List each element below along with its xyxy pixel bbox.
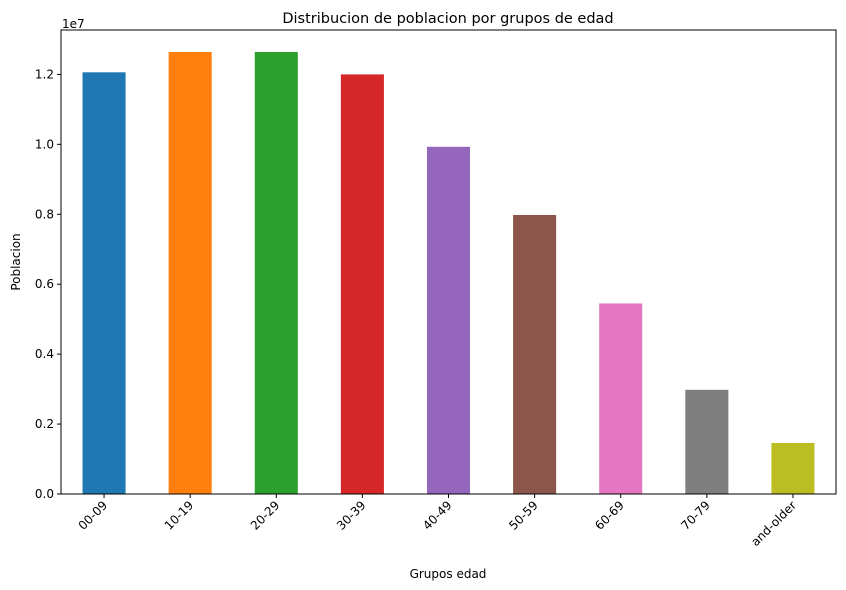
bar-00-09 xyxy=(82,72,126,495)
bars-group xyxy=(82,52,815,495)
y-tick-label: 0.4 xyxy=(35,347,54,361)
bar-10-19 xyxy=(168,52,212,495)
bar-and-older xyxy=(771,442,815,494)
y-axis-ticks: 0.0 0.2 0.4 0.6 0.8 1.0 1.2 xyxy=(35,67,61,501)
x-tick-label: 40-49 xyxy=(420,498,455,533)
y-tick-label: 0.8 xyxy=(35,207,54,221)
x-tick-label: 10-19 xyxy=(162,498,197,533)
y-tick-label: 0.2 xyxy=(35,417,54,431)
bar-60-69 xyxy=(599,303,643,494)
x-tick-label: 20-29 xyxy=(248,498,283,533)
plot-frame xyxy=(60,29,837,495)
x-tick-label: 00-09 xyxy=(76,498,111,533)
y-tick-label: 1.2 xyxy=(35,67,54,81)
x-axis-ticks: 00-09 10-19 20-29 30-39 40-49 50-59 60-69 70-79… xyxy=(76,494,799,549)
bar-70-79 xyxy=(685,389,729,494)
x-tick-label: 70-79 xyxy=(678,498,713,533)
chart-title: Distribucion de poblacion por grupos de … xyxy=(282,11,613,27)
y-tick-label: 0.0 xyxy=(35,487,54,501)
y-axis-title: Poblacion xyxy=(9,233,23,290)
bar-20-29 xyxy=(254,52,298,495)
x-tick-label: and-older xyxy=(748,498,799,549)
bar-40-49 xyxy=(426,146,471,494)
bar-50-59 xyxy=(513,214,557,494)
y-tick-label: 1.0 xyxy=(35,137,54,151)
y-offset-label: 1e7 xyxy=(62,17,85,31)
x-tick-label: 60-69 xyxy=(592,498,627,533)
bar-30-39 xyxy=(340,74,384,495)
x-tick-label: 50-59 xyxy=(506,498,541,533)
x-tick-label: 30-39 xyxy=(334,498,369,533)
y-tick-label: 0.6 xyxy=(35,277,54,291)
x-axis-title: Grupos edad xyxy=(410,567,487,581)
